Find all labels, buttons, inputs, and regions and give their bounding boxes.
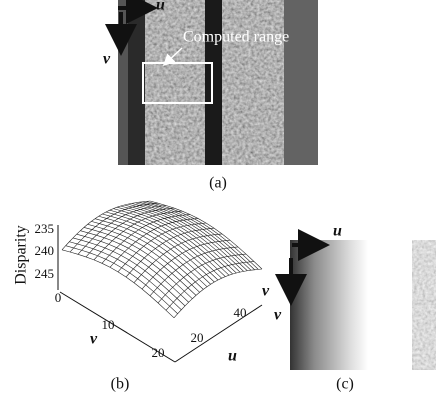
texture-band [145, 0, 205, 165]
panel-c: u v (c) [274, 223, 436, 393]
texture-band [222, 0, 284, 165]
surface-mesh [174, 269, 262, 318]
u-tick-label: 20 [191, 330, 204, 345]
v-axis-label: v [90, 331, 98, 348]
panel-b: Disparity 235 240 245 0 10 20 v 20 40 u … [13, 201, 270, 393]
panel-label: (a) [209, 175, 227, 192]
v-tick-label: 20 [152, 345, 165, 360]
z-tick-label: 245 [35, 266, 55, 281]
v-tick-label: 0 [55, 290, 62, 305]
v-axis-label: v [262, 283, 270, 300]
v-label: v [274, 307, 282, 324]
dark-band [284, 0, 318, 165]
u-axis [175, 305, 262, 362]
u-axis-label: u [228, 348, 237, 365]
surface-mesh [62, 250, 174, 318]
v-label: v [103, 51, 111, 68]
image-c [290, 240, 410, 370]
surface-mesh [70, 203, 158, 252]
annotation: Computed range [183, 29, 289, 46]
surface-mesh [142, 240, 230, 289]
dark-band [205, 0, 222, 165]
z-tick-label: 240 [35, 243, 55, 258]
u-label: u [333, 223, 342, 240]
z-axis-label: Disparity [13, 225, 30, 285]
u-label: u [156, 0, 165, 14]
surface-mesh [134, 234, 222, 283]
panel-label: (c) [336, 376, 354, 393]
v-tick-label: 10 [102, 317, 115, 332]
texture-band [412, 240, 436, 370]
figure: u v Computed range (a) Disparity 235 240… [0, 0, 436, 404]
surface-mesh [73, 238, 185, 306]
z-tick-label: 235 [35, 221, 55, 236]
u-tick-label: 40 [234, 305, 247, 320]
panel-a: u v Computed range (a) [103, 0, 318, 192]
panel-label: (b) [111, 376, 130, 393]
